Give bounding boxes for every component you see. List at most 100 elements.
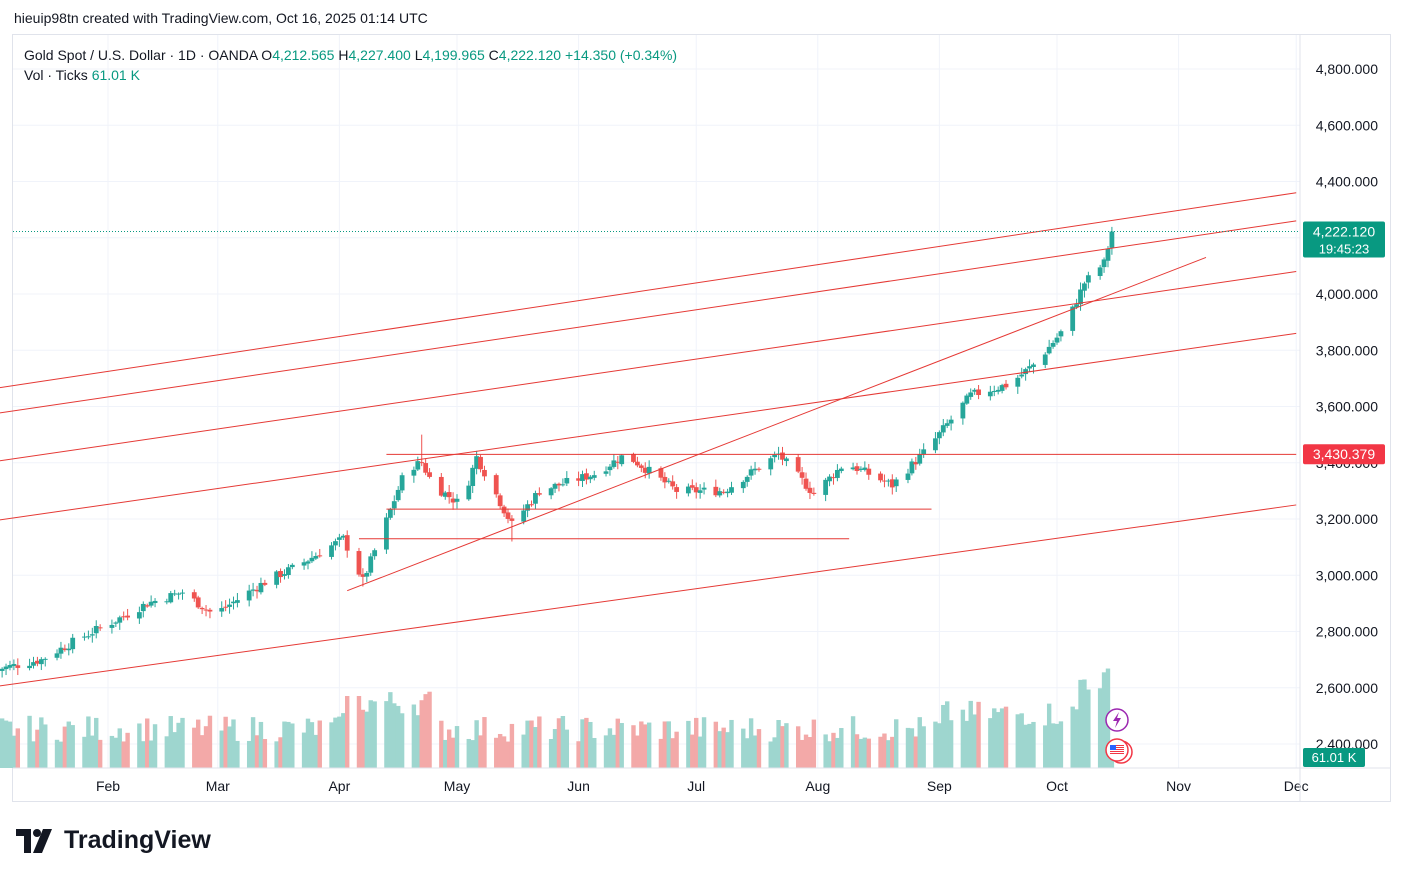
volume-bar bbox=[501, 736, 507, 768]
volume-bar bbox=[411, 704, 417, 768]
volume-bar bbox=[3, 720, 9, 768]
candle bbox=[195, 595, 201, 609]
candle-body bbox=[372, 550, 378, 557]
volume-bar bbox=[807, 737, 813, 768]
candle-body bbox=[811, 492, 817, 494]
candle bbox=[670, 475, 676, 490]
volume-bar bbox=[301, 732, 307, 768]
volume-bar bbox=[262, 739, 268, 768]
volume-bar bbox=[113, 737, 119, 768]
candle bbox=[384, 513, 389, 554]
trendline bbox=[0, 332, 1297, 521]
volume-bar bbox=[0, 718, 5, 768]
volume-bar bbox=[631, 725, 636, 768]
volume-bar bbox=[995, 712, 1001, 768]
candle-body bbox=[415, 461, 421, 470]
candle-body bbox=[368, 556, 374, 573]
candle-body bbox=[564, 477, 570, 484]
candle-body bbox=[15, 665, 21, 668]
volume-bar bbox=[564, 729, 570, 768]
candle bbox=[995, 386, 1001, 395]
volume-bar bbox=[968, 700, 973, 768]
x-tick-label: Jun bbox=[567, 778, 590, 794]
candle-body bbox=[427, 472, 432, 477]
candle-body bbox=[1023, 369, 1029, 375]
trendline bbox=[0, 192, 1297, 389]
candle-body bbox=[246, 590, 252, 601]
x-tick-label: May bbox=[444, 778, 470, 794]
candle-body bbox=[501, 506, 507, 514]
candle bbox=[933, 432, 938, 454]
candle-body bbox=[258, 582, 264, 593]
candle bbox=[231, 596, 236, 610]
candle-body bbox=[552, 483, 558, 489]
candle-body bbox=[442, 492, 448, 497]
candle-body bbox=[1105, 248, 1111, 261]
volume-bar bbox=[686, 720, 691, 768]
volume-bar bbox=[474, 720, 479, 768]
volume-bar bbox=[854, 734, 860, 768]
candle bbox=[172, 589, 178, 597]
volume-bar bbox=[446, 729, 452, 768]
candle-body bbox=[1058, 331, 1064, 337]
candle bbox=[854, 462, 860, 475]
candle bbox=[258, 577, 264, 595]
volume-bar bbox=[313, 734, 319, 768]
candle-body bbox=[113, 622, 119, 624]
candle-body bbox=[470, 467, 476, 486]
candle bbox=[662, 472, 668, 489]
candle-body bbox=[619, 455, 625, 465]
candle-body bbox=[313, 556, 319, 559]
level-price-tag bbox=[1303, 444, 1385, 465]
volume-bar bbox=[670, 738, 675, 768]
candle-body bbox=[140, 603, 146, 612]
volume-bar bbox=[364, 711, 370, 768]
y-tick-label: 4,600.000 bbox=[1316, 117, 1378, 133]
candle-body bbox=[419, 462, 425, 464]
candle-body bbox=[972, 389, 978, 392]
events-icons bbox=[1105, 708, 1133, 764]
candle-body bbox=[42, 658, 48, 660]
candle bbox=[313, 552, 319, 560]
candle-body bbox=[717, 491, 723, 496]
volume-bar bbox=[90, 735, 95, 768]
candle bbox=[0, 667, 5, 678]
current-price-label: 4,222.120 bbox=[1313, 224, 1375, 240]
volume-bar bbox=[858, 738, 864, 768]
volume-bar bbox=[58, 741, 64, 768]
candle bbox=[317, 548, 323, 558]
candle bbox=[552, 482, 558, 493]
volume-bar bbox=[894, 719, 899, 768]
volume-value: 61.01 K bbox=[91, 67, 140, 83]
candle-body bbox=[509, 518, 515, 521]
candle-body bbox=[635, 461, 640, 466]
candle-body bbox=[697, 490, 703, 493]
candle bbox=[466, 480, 472, 501]
volume-bar bbox=[137, 723, 142, 768]
candle bbox=[58, 641, 64, 659]
candle-body bbox=[54, 653, 60, 658]
volume-bar bbox=[729, 719, 734, 768]
volume-bar bbox=[454, 726, 460, 768]
candle-body bbox=[933, 438, 938, 451]
volume-bar bbox=[384, 701, 389, 768]
candle-body bbox=[1031, 364, 1036, 367]
candle bbox=[360, 568, 366, 587]
candle-body bbox=[666, 480, 672, 482]
volume-bar bbox=[776, 720, 781, 768]
candle bbox=[336, 533, 342, 547]
candle-body bbox=[701, 487, 707, 490]
candle bbox=[909, 458, 915, 476]
candle bbox=[811, 487, 817, 496]
volume-bar bbox=[1003, 706, 1009, 768]
volume-bar bbox=[505, 741, 511, 768]
candle bbox=[180, 589, 185, 600]
candle-body bbox=[850, 467, 856, 470]
volume-bar bbox=[674, 731, 679, 768]
volume-bar bbox=[282, 721, 287, 768]
volume-bar bbox=[360, 709, 366, 768]
volume-bar bbox=[913, 736, 919, 768]
trendline bbox=[0, 504, 1297, 687]
candle-body bbox=[93, 626, 99, 634]
